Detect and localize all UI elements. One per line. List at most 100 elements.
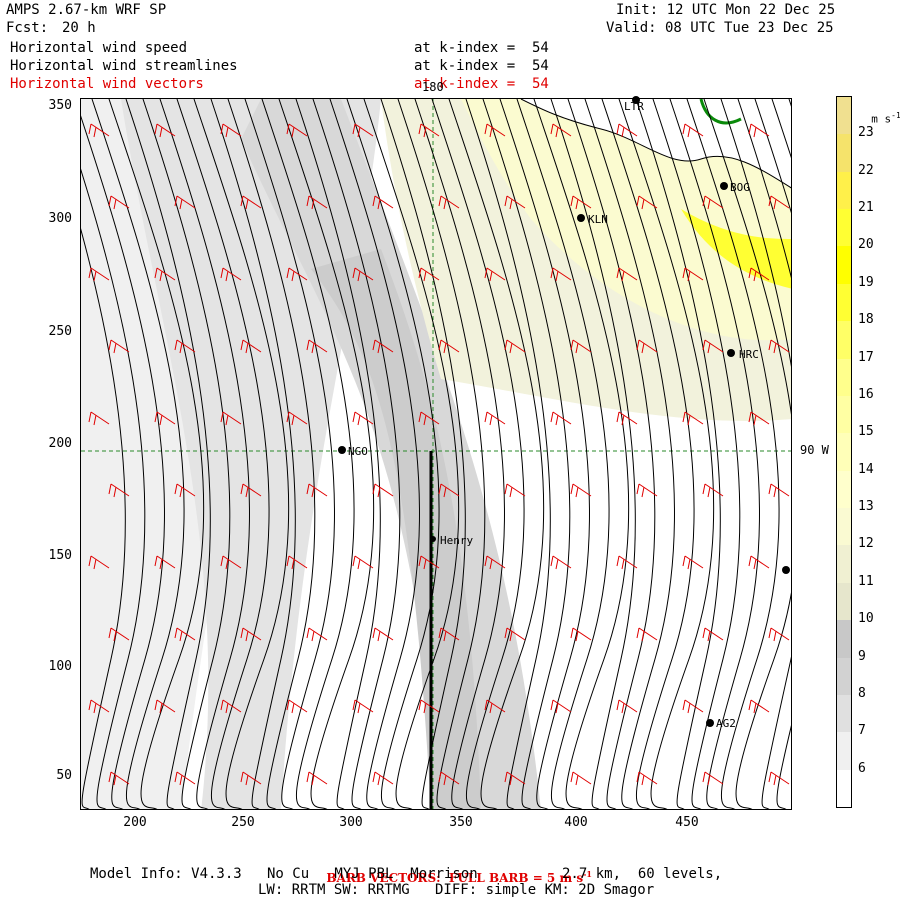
- colorbar-level-label: 17: [858, 349, 874, 365]
- x-tick-label: 400: [564, 815, 588, 830]
- streamline: [618, 99, 715, 809]
- wind-barb: [372, 195, 394, 210]
- wind-barb: [616, 267, 638, 282]
- colorbar-unit: m s-1: [858, 92, 900, 128]
- streamline: [261, 99, 355, 809]
- colorbar-level-label: 13: [858, 499, 874, 515]
- streamline: [601, 99, 695, 809]
- wind-barb: [748, 411, 770, 426]
- wind-barb: [570, 339, 592, 354]
- wind-barb: [306, 627, 328, 642]
- map-canvas: [81, 99, 791, 809]
- wind-barb: [220, 267, 242, 282]
- wind-barb: [636, 195, 658, 210]
- colorbar-segment: [837, 620, 851, 658]
- wind-barb: [306, 339, 328, 354]
- streamline: [227, 99, 316, 809]
- colorbar-level-label: 9: [858, 648, 866, 664]
- wind-barb: [174, 627, 196, 642]
- streamline: [703, 99, 791, 809]
- wind-barb: [352, 555, 374, 570]
- streamline: [533, 99, 630, 809]
- colorbar-segment: [837, 395, 851, 434]
- y-tick-label: 250: [48, 324, 72, 339]
- wind-barb: [220, 123, 242, 138]
- wind-barb: [438, 771, 460, 786]
- wind-barb: [438, 195, 460, 210]
- wind-barb: [570, 195, 592, 210]
- wind-barb: [418, 699, 440, 714]
- colorbar-level-label: 18: [858, 312, 874, 328]
- streamline: [448, 99, 545, 809]
- wind-speed-shade-bright: [681, 209, 791, 289]
- wind-barb: [240, 627, 262, 642]
- x-tick-label: 350: [449, 815, 473, 830]
- wind-barb: [286, 699, 308, 714]
- streamline: [81, 115, 165, 809]
- wind-barb: [504, 195, 526, 210]
- wind-barb: [240, 483, 262, 498]
- wind-barb: [636, 627, 658, 642]
- lon-grid-label: 180: [422, 80, 444, 94]
- wind-barb: [108, 627, 130, 642]
- wind-barb: [748, 699, 770, 714]
- barb-legend-text: BARB VECTORS: FULL BARB = 5 m s: [326, 871, 584, 885]
- colorbar-unit-exponent: -1: [891, 111, 900, 120]
- field-name-streamlines: Horizontal wind streamlines: [10, 58, 238, 74]
- wind-barb: [702, 771, 724, 786]
- station-marker-kln: [577, 214, 585, 222]
- wind-barb: [636, 771, 658, 786]
- colorbar-segment: [837, 321, 851, 359]
- wind-barb: [438, 627, 460, 642]
- x-tick-label: 300: [339, 815, 363, 830]
- wind-barb: [682, 267, 704, 282]
- wind-barb: [748, 555, 770, 570]
- wind-barb: [484, 267, 506, 282]
- wind-barb: [88, 699, 110, 714]
- wind-barb: [418, 123, 440, 138]
- green-boundary: [699, 99, 742, 125]
- wind-barb: [154, 123, 176, 138]
- colorbar-segment: [837, 508, 851, 546]
- colorbar-segment: [837, 769, 851, 807]
- wind-barb: [616, 123, 638, 138]
- colorbar-segment: [837, 657, 851, 695]
- wind-barb: [108, 771, 130, 786]
- wind-barb: [352, 411, 374, 426]
- y-tick-label: 150: [48, 548, 72, 563]
- streamline: [516, 99, 610, 809]
- wind-barb: [220, 699, 242, 714]
- station-ltr: LTR: [624, 100, 644, 113]
- wind-barb: [88, 555, 110, 570]
- wind-barb: [372, 771, 394, 786]
- station-marker-hrc: [727, 349, 735, 357]
- streamline: [159, 99, 250, 809]
- wind-barb: [154, 267, 176, 282]
- wind-barb: [550, 555, 572, 570]
- colorbar-level-label: 19: [858, 274, 874, 290]
- wind-barb: [306, 195, 328, 210]
- wind-speed-shade-yellow: [461, 99, 791, 341]
- colorbar-segment: [837, 694, 851, 733]
- field-level-speed: at k-index = 54: [414, 40, 549, 56]
- colorbar-segment: [837, 283, 851, 322]
- wind-barb: [616, 699, 638, 714]
- streamline: [720, 99, 791, 809]
- wind-barb: [702, 195, 724, 210]
- valid-time: Valid: 08 UTC Tue 23 Dec 25: [606, 20, 834, 36]
- streamline: [380, 99, 466, 809]
- wind-barb: [682, 411, 704, 426]
- station-hrc: HRC: [739, 348, 759, 361]
- streamline: [550, 99, 636, 809]
- wind-barb: [372, 627, 394, 642]
- wind-barb: [550, 267, 572, 282]
- streamline: [686, 99, 780, 809]
- model-info: Model Info: V4.3.3 No Cu MYJ PBL Morriso…: [90, 866, 723, 882]
- x-tick-label: 450: [675, 815, 699, 830]
- streamlines: [81, 99, 791, 809]
- colorbar-level-label: 22: [858, 162, 874, 178]
- lat-grid-label: 90 W: [800, 443, 829, 457]
- wind-barb: [570, 483, 592, 498]
- streamline: [652, 99, 741, 809]
- streamline: [91, 99, 185, 809]
